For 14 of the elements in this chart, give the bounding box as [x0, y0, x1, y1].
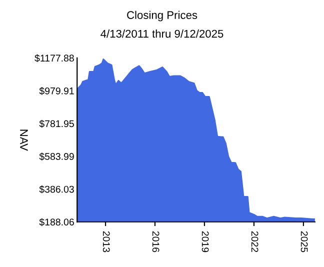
y-tick-label: $583.99: [39, 152, 74, 160]
y-tick-label: $386.03: [39, 185, 74, 194]
y-tick-label: $1177.88: [34, 54, 74, 62]
y-tick-label: $188.06: [39, 218, 74, 226]
chart-title: Closing Prices: [127, 10, 198, 22]
y-tick-label: $979.91: [39, 87, 74, 95]
y-tick-label: $781.95: [39, 120, 74, 128]
x-tick-label: 2025: [300, 231, 308, 252]
x-tick-label: 2013: [102, 231, 110, 252]
x-tick-label: 2019: [202, 231, 209, 252]
y-axis-title: NAV: [20, 130, 28, 151]
x-tick-label: 2022: [251, 231, 258, 252]
chart-subtitle: 4/13/2011 thru 9/12/2025: [100, 30, 224, 38]
x-tick-label: 2016: [152, 231, 160, 252]
